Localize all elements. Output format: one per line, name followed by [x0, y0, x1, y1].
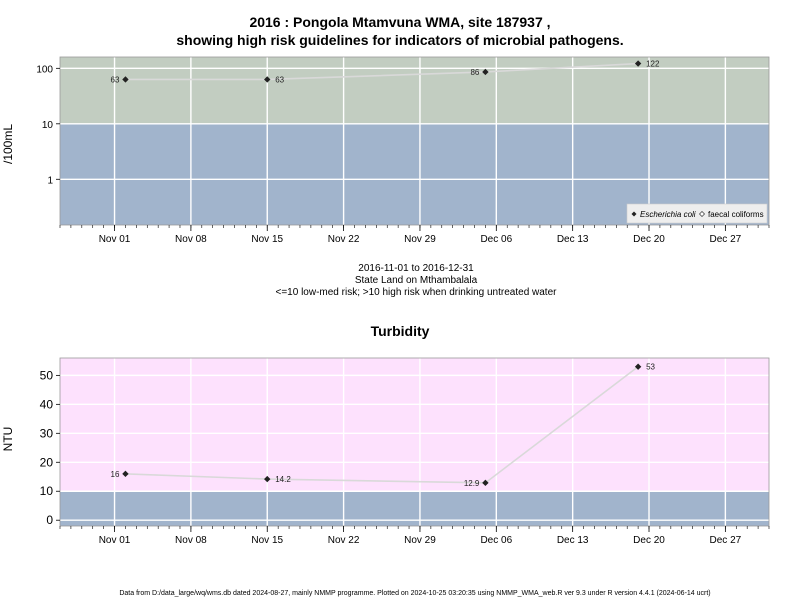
x-tick-label: Nov 29: [404, 535, 436, 546]
caption-location: State Land on Mthambalala: [354, 275, 478, 286]
data-label: 122: [646, 60, 660, 69]
legend-marker-ecoli: [631, 211, 637, 217]
y-tick-label: 10: [40, 484, 54, 498]
chart-title-line2: showing high risk guidelines for indicat…: [176, 32, 624, 48]
series-line: [125, 366, 639, 484]
data-label: 63: [111, 75, 120, 84]
legend-label-ecoli: Escherichia coli: [640, 210, 696, 219]
y-tick-label: 10: [42, 120, 54, 131]
data-label: 12.9: [464, 479, 480, 488]
data-point-marker: [634, 363, 642, 370]
caption-date-range: 2016-11-01 to 2016-12-31: [358, 263, 474, 274]
y-tick-label: 100: [36, 64, 53, 75]
x-tick-label: Dec 13: [557, 234, 589, 245]
data-point-marker: [122, 470, 129, 478]
x-tick-label: Nov 01: [99, 535, 131, 546]
data-label: 63: [275, 75, 284, 84]
x-tick-label: Nov 01: [99, 234, 131, 245]
high-risk-zone: [60, 358, 769, 492]
x-tick-label: Dec 06: [480, 535, 512, 546]
footer-note: Data from D:/data_large/wq/wms.db dated …: [119, 590, 711, 597]
x-tick-label: Nov 08: [175, 535, 207, 546]
x-tick-label: Nov 22: [328, 535, 360, 546]
data-point-marker: [122, 76, 129, 83]
data-point-marker: [264, 475, 271, 483]
x-tick-label: Nov 15: [251, 234, 283, 245]
data-label: 16: [111, 470, 120, 479]
high-risk-zone: [60, 57, 769, 124]
y-tick-label: 40: [40, 397, 54, 411]
data-label: 86: [470, 68, 479, 77]
y-tick-label: 30: [40, 426, 54, 440]
x-tick-label: Nov 08: [175, 234, 207, 245]
x-tick-label: Dec 13: [557, 535, 589, 546]
legend-box: [626, 203, 768, 224]
y-tick-label: 0: [46, 513, 53, 527]
legend-label-faecal: faecal coliforms: [708, 210, 764, 219]
x-tick-label: Dec 27: [710, 535, 742, 546]
chart-title-line1: 2016 : Pongola Mtamvuna WMA, site 187937…: [249, 14, 551, 30]
series-line: [125, 62, 639, 81]
y-tick-label: 1: [47, 175, 53, 186]
x-tick-label: Nov 29: [404, 234, 436, 245]
microbial-chart: 1 10 100 Nov 01 Nov 08 Nov 15 Nov 22 Nov 29 Dec …: [36, 56, 770, 245]
x-tick-label: Nov 22: [328, 234, 360, 245]
data-point-marker: [482, 479, 489, 487]
data-label: 14.2: [275, 475, 291, 484]
turbidity-title: Turbidity: [370, 323, 430, 339]
y-tick-label: 50: [40, 368, 54, 382]
x-tick-label: Dec 06: [480, 234, 512, 245]
data-point-marker: [264, 76, 271, 83]
data-label: 53: [646, 363, 655, 372]
y-tick-label: 20: [40, 455, 54, 469]
caption-risk-note: <=10 low-med risk; >10 high risk when dr…: [275, 287, 557, 298]
data-point-marker: [482, 68, 489, 76]
turbidity-chart: 0 10 20 30 40 50 Nov 01 Nov 08 Nov 15 Nov 22 Nov 2…: [40, 357, 770, 546]
plot-frame: [59, 56, 770, 226]
plot-frame: [59, 357, 770, 527]
x-tick-label: Dec 27: [710, 234, 742, 245]
legend-marker-faecal: [699, 211, 705, 217]
x-tick-label: Nov 15: [251, 535, 283, 546]
x-tick-label: Dec 20: [633, 535, 665, 546]
x-tick-label: Dec 20: [633, 234, 665, 245]
